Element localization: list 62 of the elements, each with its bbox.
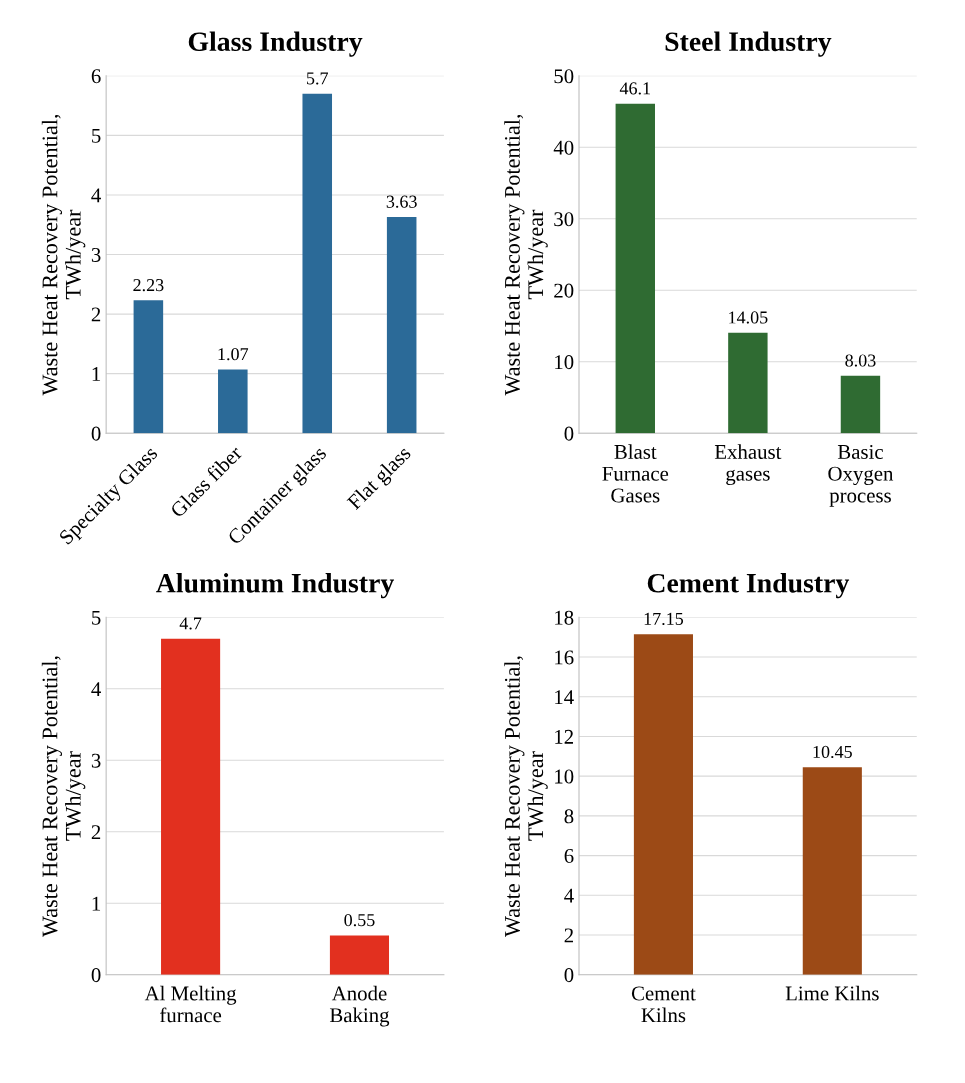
x-tick-label: Cement Kilns bbox=[631, 986, 696, 1023]
bar bbox=[386, 216, 417, 434]
y-tick-label: 4 bbox=[91, 188, 101, 203]
y-tick-label: 5 bbox=[92, 610, 101, 625]
x-tick-label: Basic Oxygen process bbox=[828, 444, 894, 507]
y-tick-label: 16 bbox=[555, 650, 574, 665]
chart-title: Steel Industry bbox=[665, 31, 832, 57]
y-tick-label: 2 bbox=[91, 307, 101, 322]
x-tick-label: Anode Baking bbox=[329, 985, 390, 1027]
y-tick-label: 2 bbox=[564, 928, 573, 943]
data-label: 1.07 bbox=[218, 348, 249, 361]
y-tick-label: 40 bbox=[553, 140, 574, 155]
y-tick-label: 14 bbox=[555, 690, 574, 704]
y-tick-label: 10 bbox=[555, 769, 574, 784]
y-tick-label: 3 bbox=[91, 247, 101, 262]
data-label: 0.55 bbox=[344, 913, 375, 927]
y-tick-label: 3 bbox=[91, 753, 101, 768]
x-tick-label: Al Melting furnace bbox=[144, 985, 237, 1023]
bar bbox=[840, 375, 881, 434]
y-tick-label: 0 bbox=[564, 968, 574, 983]
data-label: 4.7 bbox=[179, 617, 202, 630]
y-tick-label: 30 bbox=[554, 212, 574, 227]
x-tick-label: Lime Kilns bbox=[785, 985, 879, 1001]
y-tick-label: 12 bbox=[555, 729, 573, 744]
data-label: 3.63 bbox=[386, 195, 417, 208]
bar bbox=[615, 103, 655, 434]
y-tick-label: 2 bbox=[91, 825, 101, 839]
bar bbox=[133, 300, 164, 434]
data-label: 10.45 bbox=[813, 745, 852, 759]
y-tick-label: 1 bbox=[92, 367, 101, 381]
x-tick-label: Exhaust gases bbox=[714, 444, 782, 486]
bar bbox=[302, 93, 333, 434]
y-axis-title: Waste Heat Recovery Potential, TWh/year bbox=[41, 114, 86, 396]
y-tick-label: 8 bbox=[564, 809, 574, 824]
data-label: 46.1 bbox=[619, 82, 651, 95]
y-tick-label: 4 bbox=[564, 888, 574, 903]
data-label: 17.15 bbox=[644, 612, 684, 626]
chart-title: Glass Industry bbox=[188, 31, 363, 57]
y-tick-label: 0 bbox=[91, 426, 101, 441]
y-tick-label: 4 bbox=[91, 682, 101, 697]
y-axis-title: Waste Heat Recovery Potential, TWh/year bbox=[504, 656, 548, 938]
data-label: 14.05 bbox=[729, 311, 768, 324]
x-tick-label: Blast Furnace Gases bbox=[602, 444, 669, 503]
y-tick-label: 0 bbox=[564, 426, 574, 441]
chart-title: Cement Industry bbox=[647, 573, 850, 599]
y-tick-label: 6 bbox=[564, 849, 574, 863]
y-tick-label: 5 bbox=[92, 128, 101, 143]
data-label: 2.23 bbox=[133, 279, 164, 292]
bar bbox=[218, 369, 248, 434]
y-tick-label: 0 bbox=[91, 968, 101, 983]
y-axis-title: Waste Heat Recovery Potential, TWh/year bbox=[504, 114, 548, 396]
y-axis-title: Waste Heat Recovery Potential, TWh/year bbox=[41, 656, 86, 938]
data-label: 8.03 bbox=[845, 354, 876, 367]
data-label: 5.7 bbox=[307, 72, 329, 85]
y-tick-label: 1 bbox=[92, 896, 101, 911]
y-tick-label: 18 bbox=[555, 610, 574, 625]
bar bbox=[728, 332, 768, 434]
y-tick-label: 6 bbox=[91, 69, 101, 84]
y-tick-label: 20 bbox=[554, 283, 574, 298]
chart-title: Aluminum Industry bbox=[156, 573, 395, 599]
y-tick-label: 10 bbox=[555, 355, 574, 370]
y-tick-label: 50 bbox=[554, 69, 574, 84]
